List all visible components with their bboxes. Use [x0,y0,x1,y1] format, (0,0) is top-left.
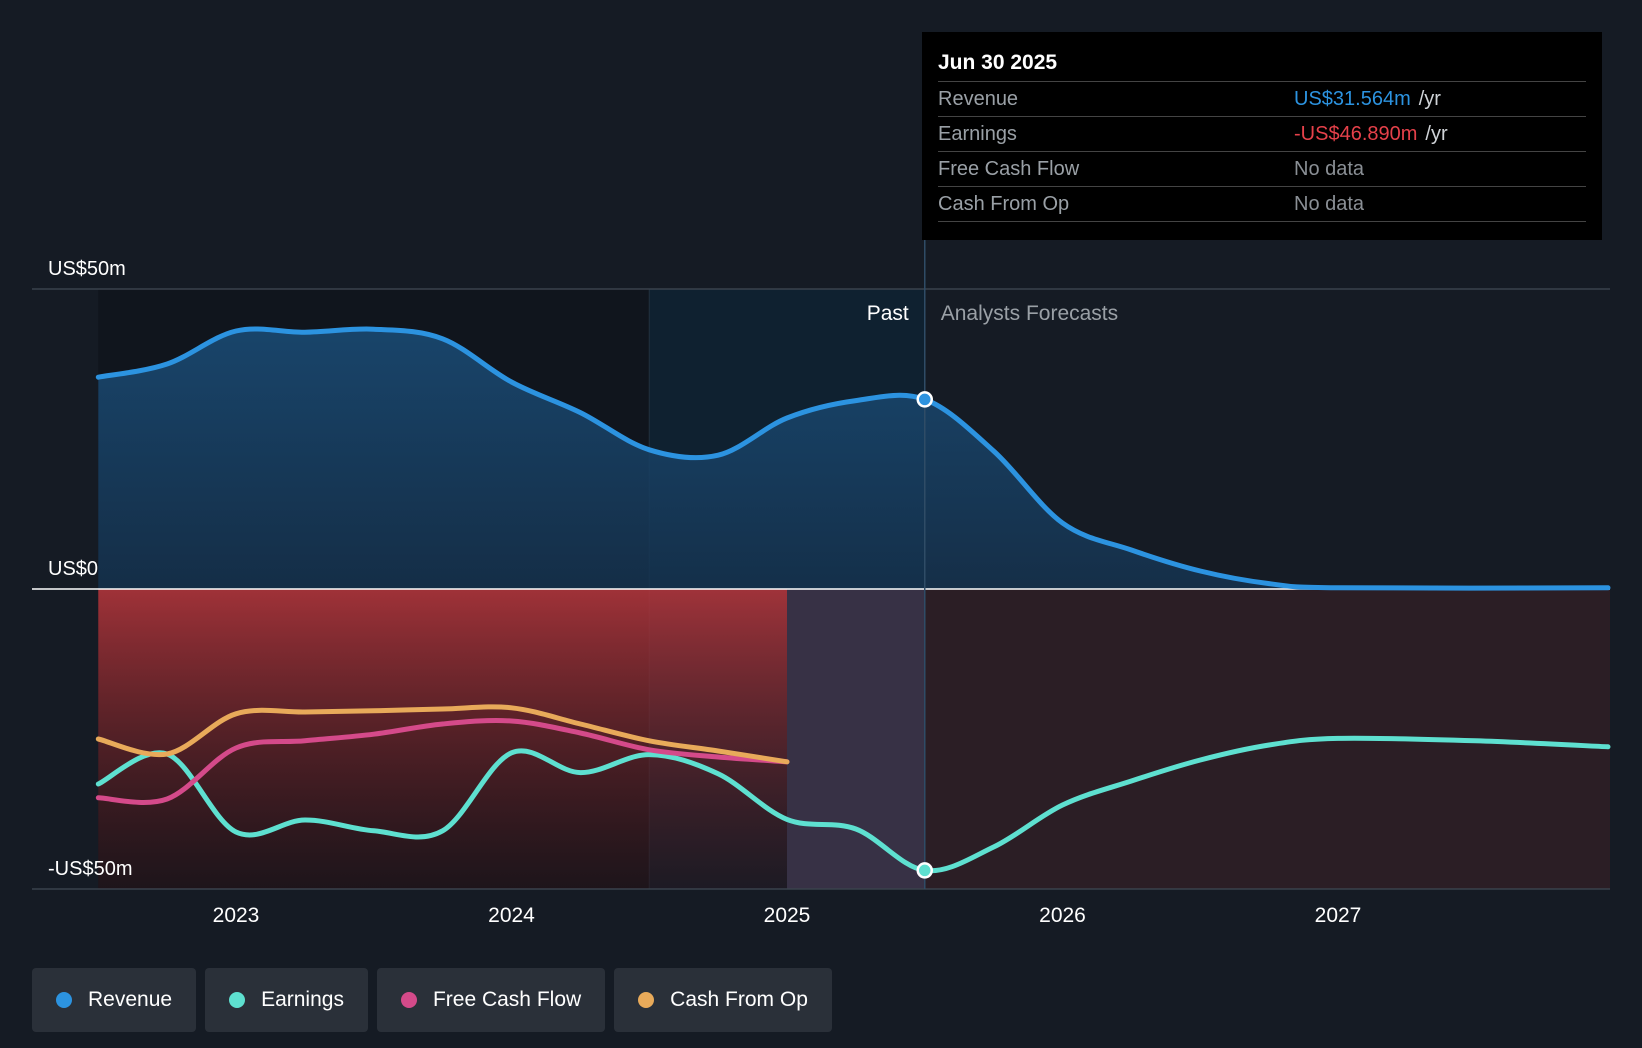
legend-item-earnings[interactable]: Earnings [205,968,368,1032]
x-tick-label: 2027 [1315,904,1362,927]
x-tick-label: 2024 [488,904,535,927]
tooltip-value: No data [1294,158,1365,180]
y-tick-label: US$0 [48,558,98,580]
series-line-earnings [95,735,1611,874]
tooltip-label: Cash From Op [938,193,1070,215]
tooltip-label: Revenue [938,88,1019,110]
marker-revenue [916,391,933,408]
revenue-area [98,328,1608,589]
past-label: Past [867,302,909,325]
forecast-label: Analysts Forecasts [941,302,1118,325]
x-tick-label: 2023 [213,904,260,927]
tooltip-value: US$31.564m [1294,88,1411,110]
tooltip-unit: /yr [1425,123,1448,145]
free-cash-flow-dot-icon [400,992,417,1008]
series-line-free-cash-flow [95,718,790,805]
earnings-dot-icon [229,992,246,1008]
tooltip-unit: /yr [1418,88,1441,110]
legend-label: Free Cash Flow [432,988,582,1011]
tooltip: Jun 30 2025 Revenue US$31.564m /yr Earni… [922,32,1602,240]
legend-item-revenue[interactable]: Revenue [32,968,197,1032]
legend-item-free-cash-flow[interactable]: Free Cash Flow [376,968,606,1032]
cash-from-op-dot-icon [638,992,655,1008]
series-line-cash-from-op [95,704,790,765]
y-tick-label: US$50m [48,258,126,280]
tooltip-row-fcf: Free Cash Flow No data [938,152,1586,187]
marker-earnings [916,862,933,879]
tooltip-date: Jun 30 2025 [938,44,1586,82]
tooltip-label: Free Cash Flow [938,158,1080,180]
negative-forecast-area [924,589,1610,889]
tooltip-row-earnings: Earnings -US$46.890m /yr [938,117,1586,152]
revenue-dot-icon [56,992,72,1008]
x-tick-label: 2025 [764,904,811,927]
tooltip-row-cfo: Cash From Op No data [938,187,1586,222]
legend-item-cash-from-op[interactable]: Cash From Op [614,968,832,1032]
negative-cashflow-area [98,589,787,889]
legend-label: Earnings [261,988,344,1011]
y-tick-label: -US$50m [48,858,132,880]
tooltip-label: Earnings [938,123,1017,145]
legend: Revenue Earnings Free Cash Flow Cash Fro… [32,968,832,1032]
series-line-revenue [95,326,1611,591]
legend-label: Revenue [88,988,173,1011]
negative-past-area [787,589,925,889]
tooltip-row-revenue: Revenue US$31.564m /yr [938,82,1586,117]
legend-label: Cash From Op [670,988,808,1011]
x-tick-label: 2026 [1039,904,1086,927]
tooltip-value: -US$46.890m [1294,123,1418,145]
tooltip-value: No data [1294,193,1365,215]
